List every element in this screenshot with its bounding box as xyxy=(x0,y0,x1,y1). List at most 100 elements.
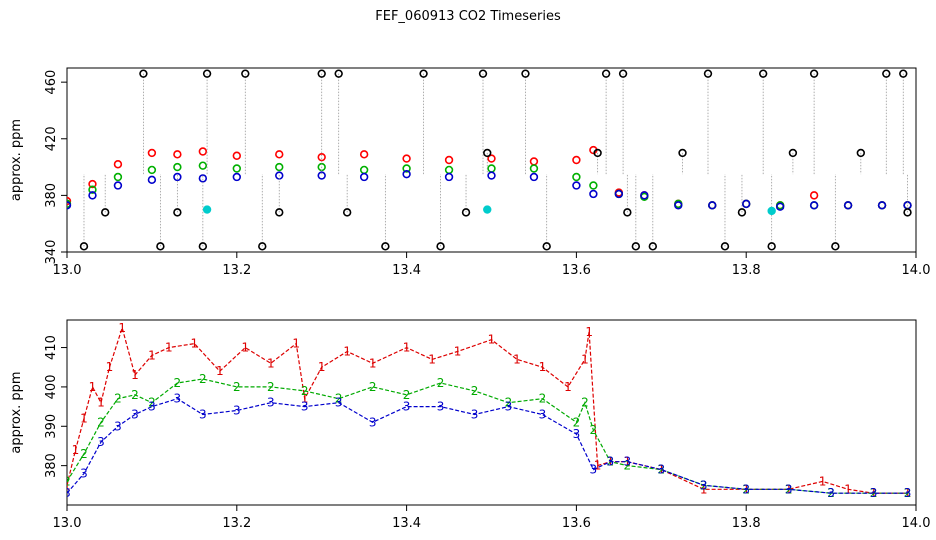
data-point-label: 1 xyxy=(624,455,632,469)
data-point-label: 2 xyxy=(148,396,156,410)
data-point xyxy=(436,242,445,251)
chart-title: FEF_060913 CO2 Timeseries xyxy=(375,9,561,24)
data-point xyxy=(767,206,776,216)
data-point xyxy=(478,69,488,78)
data-point-label: 2 xyxy=(80,447,88,461)
data-point xyxy=(198,174,208,183)
data-point xyxy=(88,191,97,200)
data-point-label: 1 xyxy=(301,392,309,406)
data-point xyxy=(232,164,242,173)
data-point xyxy=(542,242,551,251)
data-point-label: 1 xyxy=(131,368,139,382)
data-point-label: 1 xyxy=(594,459,602,473)
data-point-label: 1 xyxy=(343,344,351,358)
data-point xyxy=(147,175,157,185)
data-point xyxy=(232,172,242,182)
data-point-label: 1 xyxy=(513,352,521,366)
y-tick-label: 390 xyxy=(44,414,59,439)
data-point-label: 3 xyxy=(403,400,411,414)
data-point xyxy=(674,201,683,210)
data-point xyxy=(856,148,866,158)
data-point-label: 1 xyxy=(118,321,126,335)
data-point-label: 2 xyxy=(301,384,309,398)
data-point-label: 1 xyxy=(904,486,912,500)
data-point-label: 1 xyxy=(216,364,224,378)
data-point-label: 1 xyxy=(428,352,436,366)
data-point-label: 2 xyxy=(870,486,878,500)
data-point-label: 3 xyxy=(657,463,665,477)
data-point-label: 1 xyxy=(148,348,156,362)
data-point xyxy=(275,208,284,217)
data-point-label: 2 xyxy=(131,388,139,402)
data-point xyxy=(359,172,369,182)
panel-2: 13.0 13.2 13.4 13.6 13.8 14.0 380 390 400 410 appr… xyxy=(9,319,930,531)
data-point xyxy=(708,201,717,210)
data-point xyxy=(67,196,72,206)
data-point-label: 1 xyxy=(488,333,496,347)
data-point-label: 3 xyxy=(97,435,105,449)
data-point-label: 2 xyxy=(437,376,445,390)
data-point xyxy=(487,154,496,163)
data-point-label: 2 xyxy=(174,376,182,390)
y-tick-label: 380 xyxy=(44,453,59,478)
data-point xyxy=(487,164,496,173)
data-point-label: 3 xyxy=(573,427,581,441)
data-point-label: 3 xyxy=(539,407,547,421)
data-point xyxy=(903,208,912,217)
data-point-label: 1 xyxy=(539,360,547,374)
data-point xyxy=(483,148,492,158)
data-point xyxy=(275,150,284,159)
data-point xyxy=(402,154,411,163)
y-tick-label: 380 xyxy=(44,183,59,208)
data-point xyxy=(342,208,352,217)
data-point-label: 1 xyxy=(581,352,589,366)
data-point-label: 3 xyxy=(505,400,513,414)
data-point-label: 3 xyxy=(267,396,275,410)
data-point xyxy=(444,165,454,175)
data-point xyxy=(843,201,853,210)
data-point xyxy=(173,172,182,182)
panel-1: 13.0 13.2 13.4 13.6 13.8 14.0 340 380 420 460 appr… xyxy=(9,67,931,278)
series-line xyxy=(67,398,908,494)
data-point xyxy=(640,191,649,200)
data-point-label: 3 xyxy=(700,478,708,492)
plot-frame xyxy=(66,67,917,253)
data-point xyxy=(737,208,747,217)
data-point xyxy=(88,185,97,194)
x-tick-label: 13.0 xyxy=(53,263,82,278)
data-point-label: 2 xyxy=(97,415,105,429)
data-point-label: 1 xyxy=(165,341,173,355)
data-point xyxy=(529,164,539,173)
data-point-label: 3 xyxy=(742,482,750,496)
data-point xyxy=(831,242,840,251)
data-point xyxy=(334,69,343,78)
data-point-label: 3 xyxy=(148,400,156,414)
data-point-label: 2 xyxy=(471,384,479,398)
data-point xyxy=(359,165,369,175)
data-point-label: 1 xyxy=(241,341,249,355)
data-point-label: 1 xyxy=(89,380,97,394)
data-point-label: 3 xyxy=(335,396,343,410)
data-point-label: 2 xyxy=(63,474,71,488)
data-point-label: 1 xyxy=(63,478,71,492)
x-tick-label: 14.0 xyxy=(902,263,931,278)
data-point xyxy=(173,208,182,217)
data-point xyxy=(809,69,819,78)
data-point xyxy=(402,169,411,179)
x-tick-label: 13.2 xyxy=(222,263,251,278)
data-point-label: 1 xyxy=(403,341,411,355)
data-point xyxy=(720,242,730,251)
data-point-label: 3 xyxy=(114,419,122,433)
x-tick-label: 13.2 xyxy=(222,516,251,531)
data-point xyxy=(419,69,428,78)
data-point xyxy=(623,208,632,217)
data-point xyxy=(775,202,785,211)
data-point-label: 2 xyxy=(403,388,411,402)
y-tick-label: 400 xyxy=(44,375,59,400)
data-point-label: 2 xyxy=(590,423,598,437)
data-point xyxy=(758,69,768,78)
y-tick-label: 340 xyxy=(44,240,59,265)
